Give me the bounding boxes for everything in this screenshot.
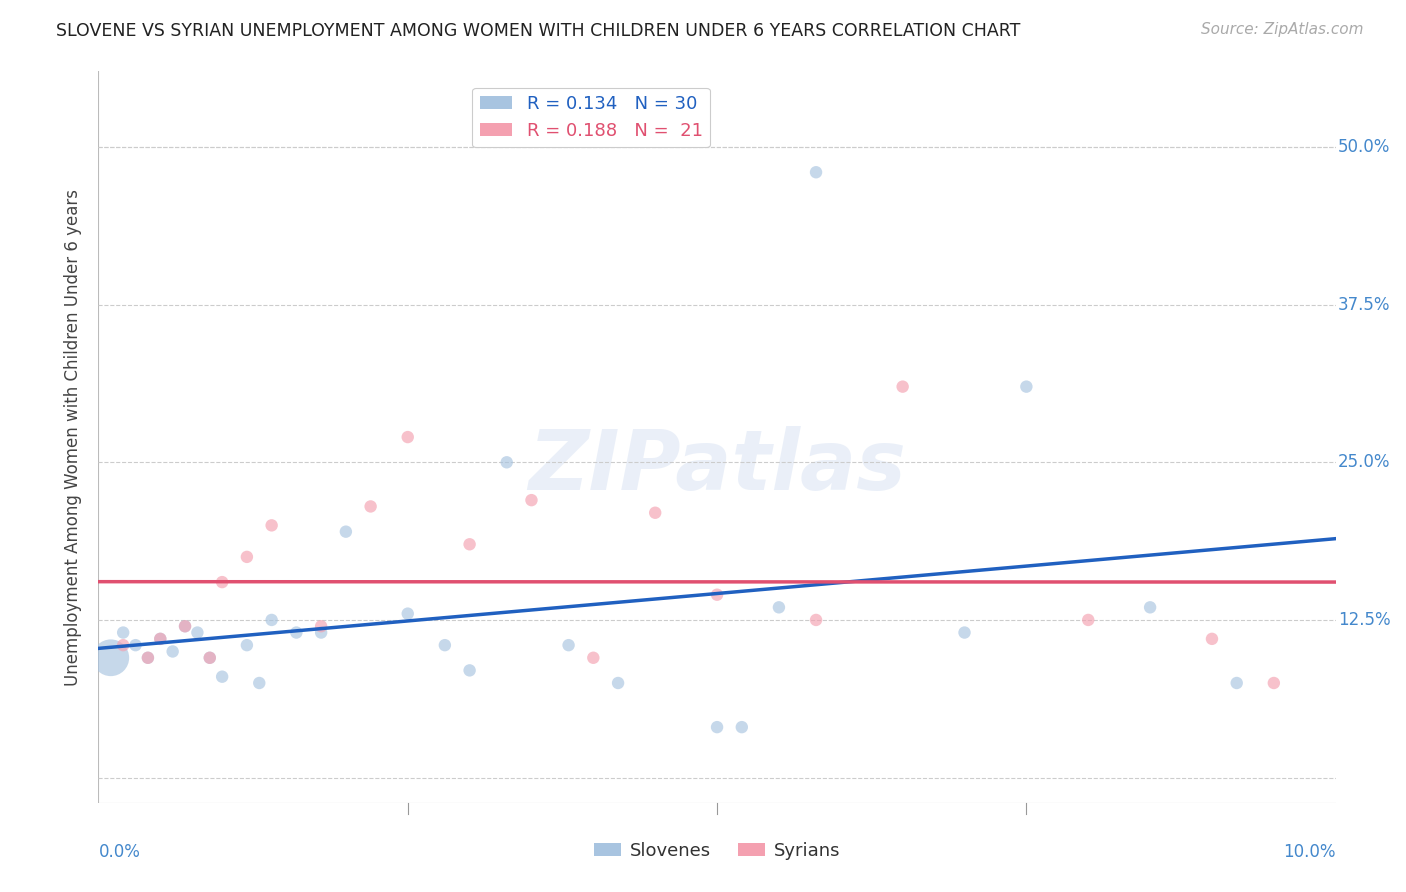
Point xyxy=(285,625,308,640)
Point xyxy=(309,619,332,633)
Point xyxy=(458,537,481,551)
Text: 0.0%: 0.0% xyxy=(98,843,141,861)
Point xyxy=(458,664,481,678)
Legend: Slovenes, Syrians: Slovenes, Syrians xyxy=(586,835,848,867)
Point xyxy=(1263,676,1285,690)
Point xyxy=(607,676,630,690)
Point xyxy=(260,518,283,533)
Point xyxy=(100,650,122,665)
Point xyxy=(335,524,357,539)
Text: 50.0%: 50.0% xyxy=(1339,138,1391,156)
Point xyxy=(136,650,159,665)
Text: 25.0%: 25.0% xyxy=(1339,453,1391,471)
Point xyxy=(198,650,221,665)
Point xyxy=(236,549,259,564)
Point xyxy=(309,625,332,640)
Point xyxy=(706,588,728,602)
Point xyxy=(236,638,259,652)
Point xyxy=(495,455,517,469)
Point xyxy=(953,625,976,640)
Text: 37.5%: 37.5% xyxy=(1339,295,1391,314)
Point xyxy=(1201,632,1223,646)
Point xyxy=(582,650,605,665)
Point xyxy=(136,650,159,665)
Text: 12.5%: 12.5% xyxy=(1339,611,1391,629)
Point xyxy=(520,493,543,508)
Text: 10.0%: 10.0% xyxy=(1284,843,1336,861)
Point xyxy=(557,638,579,652)
Point xyxy=(360,500,382,514)
Point xyxy=(644,506,666,520)
Point xyxy=(112,638,135,652)
Point xyxy=(112,625,135,640)
Point xyxy=(396,430,419,444)
Point xyxy=(211,670,233,684)
Point xyxy=(211,575,233,590)
Point xyxy=(804,613,827,627)
Point xyxy=(891,379,914,393)
Point xyxy=(174,619,197,633)
Point xyxy=(260,613,283,627)
Y-axis label: Unemployment Among Women with Children Under 6 years: Unemployment Among Women with Children U… xyxy=(65,188,83,686)
Point xyxy=(186,625,208,640)
Point xyxy=(396,607,419,621)
Point xyxy=(149,632,172,646)
Point xyxy=(1015,379,1038,393)
Text: ZIPatlas: ZIPatlas xyxy=(529,425,905,507)
Point xyxy=(731,720,754,734)
Point xyxy=(124,638,146,652)
Point xyxy=(149,632,172,646)
Point xyxy=(768,600,790,615)
Text: Source: ZipAtlas.com: Source: ZipAtlas.com xyxy=(1201,22,1364,37)
Point xyxy=(433,638,456,652)
Point xyxy=(1077,613,1099,627)
Point xyxy=(1139,600,1161,615)
Point xyxy=(162,644,184,658)
Point xyxy=(198,650,221,665)
Point xyxy=(706,720,728,734)
Point xyxy=(804,165,827,179)
Point xyxy=(1226,676,1249,690)
Point xyxy=(247,676,270,690)
Point xyxy=(174,619,197,633)
Text: SLOVENE VS SYRIAN UNEMPLOYMENT AMONG WOMEN WITH CHILDREN UNDER 6 YEARS CORRELATI: SLOVENE VS SYRIAN UNEMPLOYMENT AMONG WOM… xyxy=(56,22,1021,40)
